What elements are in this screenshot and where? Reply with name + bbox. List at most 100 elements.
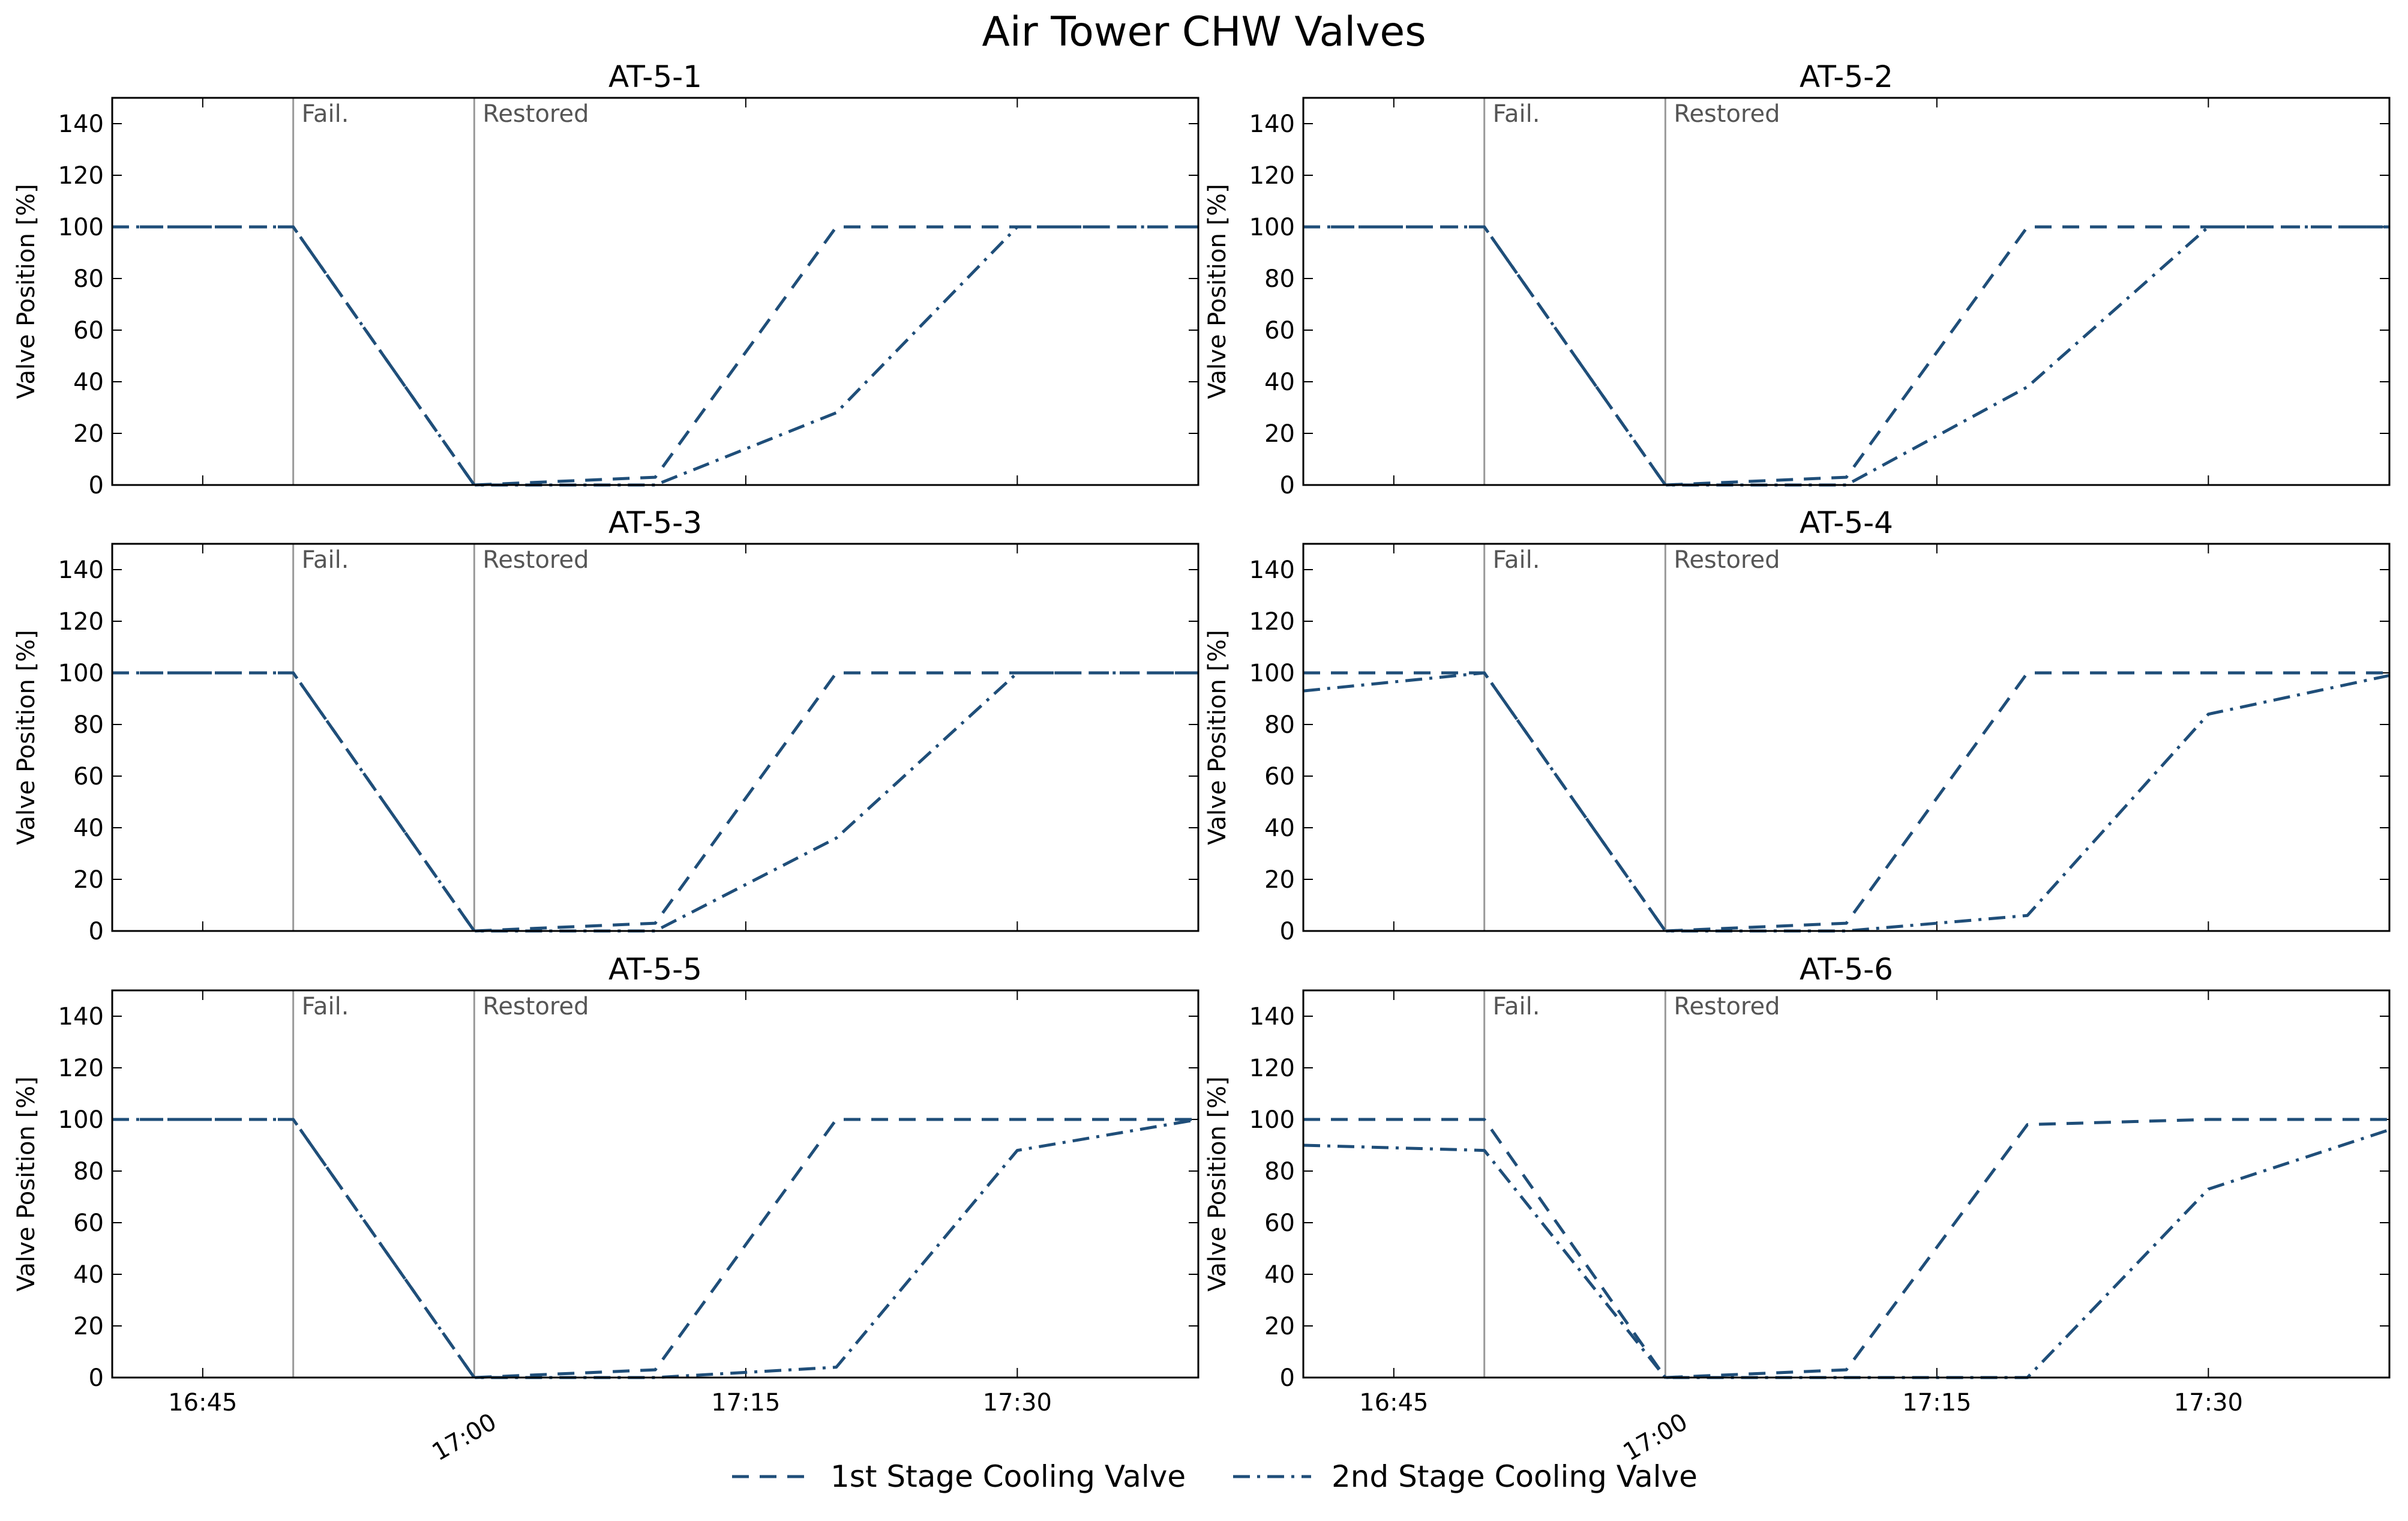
x-tick-label: 17:15 [1902, 1389, 1971, 1417]
axes-frame [1302, 543, 2391, 932]
y-tick-label: 40 [1264, 369, 1295, 396]
y-tick-label: 140 [1249, 1003, 1295, 1031]
legend-swatch-dashdot [1233, 1475, 1311, 1478]
y-tick-label: 120 [1249, 162, 1295, 190]
y-tick-label: 20 [73, 420, 104, 448]
y-tick-label: 140 [58, 110, 104, 138]
y-tick-label: 40 [73, 369, 104, 396]
event-label: Fail. [302, 993, 349, 1020]
subplot-title: AT-5-2 [1800, 59, 1893, 94]
y-tick-label: 20 [73, 866, 104, 894]
legend-swatch-dashed [732, 1475, 810, 1478]
y-tick-label: 60 [1264, 1209, 1295, 1237]
y-tick-label: 80 [1264, 265, 1295, 293]
series-line-2nd-stage [112, 225, 1198, 487]
y-tick-label: 80 [73, 265, 104, 293]
y-tick-label: 100 [58, 660, 104, 687]
y-tick-label: 80 [73, 1158, 104, 1185]
axes-frame [111, 97, 1199, 486]
y-tick-label: 40 [73, 815, 104, 842]
x-tick-label: 17:15 [711, 1389, 780, 1417]
y-tick-label: 140 [1249, 110, 1295, 138]
subplot-title: AT-5-5 [608, 952, 702, 987]
event-label: Restored [1674, 993, 1780, 1020]
y-tick-label: 0 [89, 472, 104, 499]
y-tick-label: 100 [58, 1106, 104, 1134]
y-tick-label: 0 [89, 918, 104, 945]
series-line-1st-stage [1303, 671, 2389, 933]
x-tick-label: 17:30 [2174, 1389, 2243, 1417]
event-label: Fail. [1493, 546, 1540, 574]
y-tick-label: 80 [1264, 711, 1295, 739]
series-line-2nd-stage [1303, 1128, 2390, 1379]
y-tick-label: 60 [73, 1209, 104, 1237]
y-tick-label: 140 [58, 556, 104, 584]
y-axis-label: Valve Position [%] [13, 1076, 40, 1292]
y-tick-label: 0 [1280, 472, 1295, 499]
y-tick-label: 60 [1264, 317, 1295, 345]
subplot-title: AT-5-4 [1800, 505, 1893, 540]
event-label: Fail. [1493, 993, 1540, 1020]
series-line-1st-stage [112, 1118, 1198, 1379]
y-tick-label: 80 [1264, 1158, 1295, 1185]
y-axis-label: Valve Position [%] [1204, 1076, 1231, 1292]
y-tick-label: 0 [1280, 1364, 1295, 1392]
event-label: Fail. [302, 100, 349, 128]
event-label: Fail. [1493, 100, 1540, 128]
axes-frame [111, 543, 1199, 932]
event-label: Restored [1674, 546, 1780, 574]
legend-entry-2nd-stage: 2nd Stage Cooling Valve [1233, 1453, 1698, 1501]
x-tick-label: 17:30 [983, 1389, 1052, 1417]
y-tick-label: 120 [1249, 1055, 1295, 1082]
y-tick-label: 120 [58, 162, 104, 190]
series-line-1st-stage [1303, 225, 2389, 487]
legend-entry-1st-stage: 1st Stage Cooling Valve [732, 1453, 1186, 1501]
y-tick-label: 0 [1280, 918, 1295, 945]
subplot-title: AT-5-1 [608, 59, 702, 94]
y-axis-label: Valve Position [%] [1204, 184, 1231, 399]
legend: 1st Stage Cooling Valve 2nd Stage Coolin… [0, 1453, 2408, 1501]
y-axis-label: Valve Position [%] [1204, 630, 1231, 845]
event-label: Restored [482, 546, 589, 574]
y-tick-label: 120 [58, 608, 104, 636]
x-tick-label: 16:45 [1359, 1389, 1428, 1417]
y-tick-label: 40 [1264, 1261, 1295, 1289]
y-tick-label: 140 [1249, 556, 1295, 584]
y-tick-label: 100 [58, 214, 104, 241]
series-line-2nd-stage [112, 1118, 1199, 1379]
series-line-1st-stage [1303, 1118, 2389, 1379]
y-tick-label: 40 [73, 1261, 104, 1289]
axes-frame [1302, 989, 2391, 1379]
series-line-1st-stage [112, 225, 1198, 487]
axes-frame [1302, 97, 2391, 486]
y-tick-label: 20 [73, 1313, 104, 1340]
y-tick-label: 60 [73, 317, 104, 345]
series-line-2nd-stage [1303, 225, 2389, 487]
axes-frame [111, 989, 1199, 1379]
y-axis-label: Valve Position [%] [13, 184, 40, 399]
event-label: Restored [482, 993, 589, 1020]
legend-label: 2nd Stage Cooling Valve [1332, 1459, 1698, 1494]
x-tick-label: 16:45 [168, 1389, 237, 1417]
event-label: Restored [1674, 100, 1780, 128]
y-tick-label: 60 [73, 763, 104, 791]
event-label: Fail. [302, 546, 349, 574]
series-line-2nd-stage [1303, 671, 2390, 933]
y-tick-label: 100 [1249, 660, 1295, 687]
figure-title: Air Tower CHW Valves [982, 8, 1426, 56]
y-tick-label: 0 [89, 1364, 104, 1392]
series-line-1st-stage [112, 671, 1198, 933]
y-tick-label: 20 [1264, 866, 1295, 894]
series-line-2nd-stage [112, 671, 1198, 933]
subplot-title: AT-5-3 [608, 505, 702, 540]
y-tick-label: 80 [73, 711, 104, 739]
legend-label: 1st Stage Cooling Valve [830, 1459, 1186, 1494]
subplot-title: AT-5-6 [1800, 952, 1893, 987]
y-tick-label: 100 [1249, 1106, 1295, 1134]
y-tick-label: 120 [58, 1055, 104, 1082]
y-tick-label: 120 [1249, 608, 1295, 636]
y-tick-label: 60 [1264, 763, 1295, 791]
y-tick-label: 40 [1264, 815, 1295, 842]
